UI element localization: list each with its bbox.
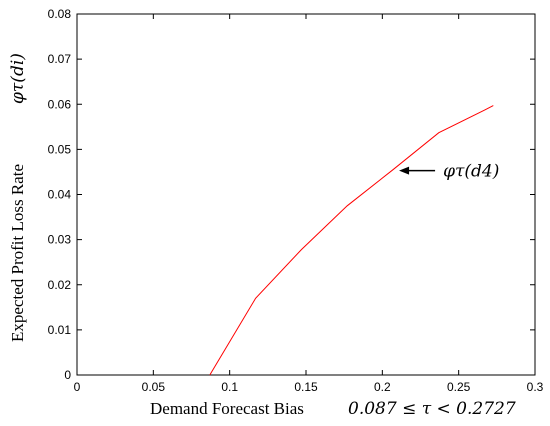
x-tick-label: 0: [74, 380, 81, 394]
y-tick-label: 0.05: [48, 142, 72, 156]
y-tick-label: 0: [64, 368, 71, 382]
y-tick-label: 0.01: [48, 323, 72, 337]
axes-box: [76, 13, 536, 376]
series-line: [209, 105, 494, 376]
x-tick-label: 0.05: [142, 380, 166, 394]
y-ticks: 0 0.01 0.02 0.03 0.04 0.05 0.06 0.07 0.08: [48, 7, 535, 382]
annotation-layer: φτ(d4): [399, 162, 499, 182]
y-tick-label: 0.07: [48, 52, 72, 66]
annotation-label: φτ(d4): [443, 162, 499, 182]
x-tick-label: 0.15: [294, 380, 318, 394]
plot-frame: [76, 13, 536, 376]
y-tick-label: 0.02: [48, 278, 72, 292]
x-ticks: 0 0.05 0.1 0.15 0.2 0.25 0.3: [74, 14, 544, 394]
y-tick-label: 0.03: [48, 233, 72, 247]
x-tick-label: 0.1: [221, 380, 238, 394]
x-axis-math-label: 0.087 ≤ τ < 0.2727: [348, 399, 516, 419]
annotation-arrow-head: [399, 166, 410, 175]
x-axis-label: Demand Forecast Bias: [150, 399, 304, 418]
y-axis-math-label: φτ(di): [8, 53, 28, 104]
y-tick-label: 0.08: [48, 7, 72, 21]
x-tick-label: 0.2: [374, 380, 391, 394]
x-tick-label: 0.25: [447, 380, 471, 394]
y-tick-label: 0.06: [48, 97, 72, 111]
series-layer: [209, 105, 494, 376]
y-tick-label: 0.04: [48, 188, 72, 202]
x-tick-label: 0.3: [527, 380, 544, 394]
y-axis-label: Expected Profit Loss Rate: [8, 164, 27, 342]
